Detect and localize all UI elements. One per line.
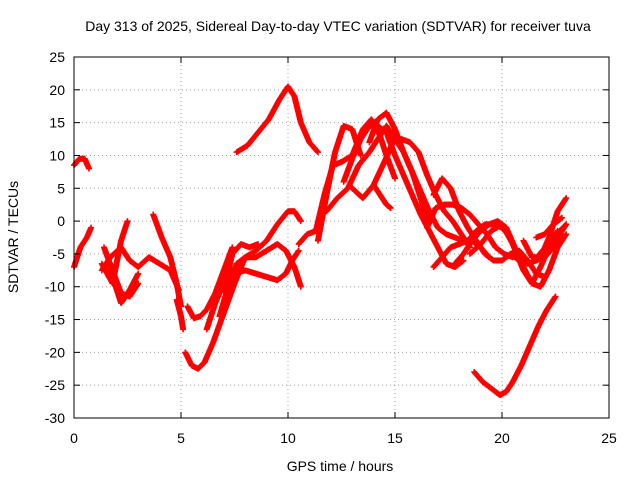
- x-tick-label: 5: [177, 430, 185, 446]
- x-tick-label: 20: [494, 430, 510, 446]
- data-point: [392, 175, 398, 182]
- y-tick-label: -5: [53, 246, 66, 262]
- data-point: [563, 221, 570, 228]
- y-tick-label: -10: [45, 279, 65, 295]
- data-point: [88, 224, 95, 231]
- data-point: [552, 293, 559, 300]
- data-point: [387, 204, 394, 211]
- series-track-6: [105, 257, 142, 307]
- plot-frame: [73, 56, 610, 419]
- data-point: [229, 244, 236, 251]
- data-point: [314, 148, 321, 155]
- data-point: [460, 257, 467, 264]
- y-tick-label: -15: [45, 312, 65, 328]
- x-tick-label: 10: [280, 430, 296, 446]
- x-tick-label: 15: [387, 430, 403, 446]
- series-track-1: [71, 155, 92, 172]
- y-tick-label: -25: [45, 377, 65, 393]
- y-tick-label: 20: [49, 82, 65, 98]
- data-points: [71, 83, 570, 399]
- x-axis-label: GPS time / hours: [287, 458, 394, 474]
- y-tick-label: 10: [49, 147, 65, 163]
- series-track-12: [216, 241, 304, 320]
- data-point: [295, 247, 302, 254]
- y-tick-label: 25: [49, 49, 65, 65]
- data-point: [563, 195, 570, 202]
- data-point: [124, 218, 131, 225]
- data-point: [180, 326, 187, 333]
- y-tick-label: 0: [57, 213, 65, 229]
- data-point: [85, 165, 92, 172]
- series-track-31: [533, 214, 565, 241]
- data-point: [562, 222, 569, 229]
- y-tick-label: -20: [45, 344, 65, 360]
- series-track-10: [182, 208, 304, 372]
- series-track-30: [531, 221, 570, 264]
- axis-ticks: 0 5 10 15 20 25 25 20 15 10 5 0 -5 -10 -15 -20 -25 -30: [45, 49, 617, 446]
- chart-title: Day 313 of 2025, Sidereal Day-to-day VTE…: [85, 18, 591, 34]
- data-point: [297, 218, 304, 225]
- x-tick-label: 25: [601, 430, 617, 446]
- series-track-27: [471, 293, 559, 399]
- data-point: [314, 149, 321, 156]
- grid: [74, 57, 609, 418]
- series-track-8: [173, 296, 187, 333]
- x-tick-label: 0: [70, 430, 78, 446]
- series-track-14: [233, 83, 321, 156]
- y-tick-label: 15: [49, 115, 65, 131]
- y-axis-label: SDTVAR / TECUs: [5, 181, 21, 293]
- y-tick-label: -30: [45, 410, 65, 426]
- data-point: [297, 283, 304, 290]
- data-point: [563, 231, 570, 238]
- series-track-2: [71, 224, 95, 271]
- series-track-21: [370, 181, 394, 211]
- data-point: [357, 152, 364, 159]
- series-track-13: [220, 241, 262, 294]
- y-tick-label: 5: [57, 180, 65, 196]
- data-point: [558, 214, 565, 221]
- data-point: [135, 270, 142, 277]
- data-point: [255, 241, 262, 248]
